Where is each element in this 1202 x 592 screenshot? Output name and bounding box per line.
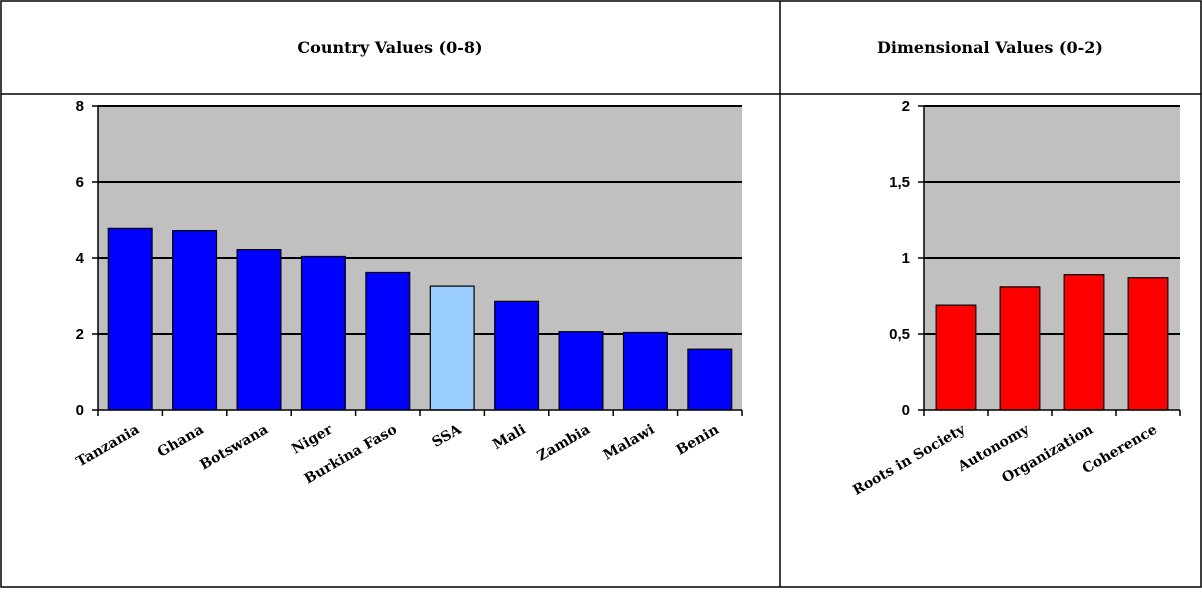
y-tick-label: 8 xyxy=(76,98,84,115)
bar-roots-in-society xyxy=(935,304,977,411)
bar-niger xyxy=(300,255,346,411)
y-tick-label: 2 xyxy=(902,98,910,115)
y-tick-label: 0 xyxy=(902,402,910,419)
y-tick-label: 1 xyxy=(902,250,910,267)
bar-ssa xyxy=(429,285,475,411)
y-tick-label: 4 xyxy=(76,250,85,267)
y-tick-label: 1,5 xyxy=(889,174,910,191)
bar-burkina-faso xyxy=(365,271,411,411)
bar-autonomy xyxy=(999,286,1041,411)
bar-organization xyxy=(1063,274,1105,411)
y-tick-label: 0 xyxy=(76,402,84,419)
bar-tanzania xyxy=(107,227,153,411)
bar-mali xyxy=(494,300,540,411)
y-tick-label: 0,5 xyxy=(889,326,910,343)
header-dimensional-values: Dimensional Values (0-2) xyxy=(877,38,1103,57)
y-tick-label: 6 xyxy=(76,174,84,191)
bar-ghana xyxy=(172,230,218,411)
bar-malawi xyxy=(622,331,668,411)
bar-zambia xyxy=(558,331,604,411)
header-country-values: Country Values (0-8) xyxy=(297,38,482,57)
y-tick-label: 2 xyxy=(76,326,84,343)
bar-benin xyxy=(687,348,733,411)
bar-botswana xyxy=(236,249,282,411)
bar-coherence xyxy=(1127,277,1169,411)
